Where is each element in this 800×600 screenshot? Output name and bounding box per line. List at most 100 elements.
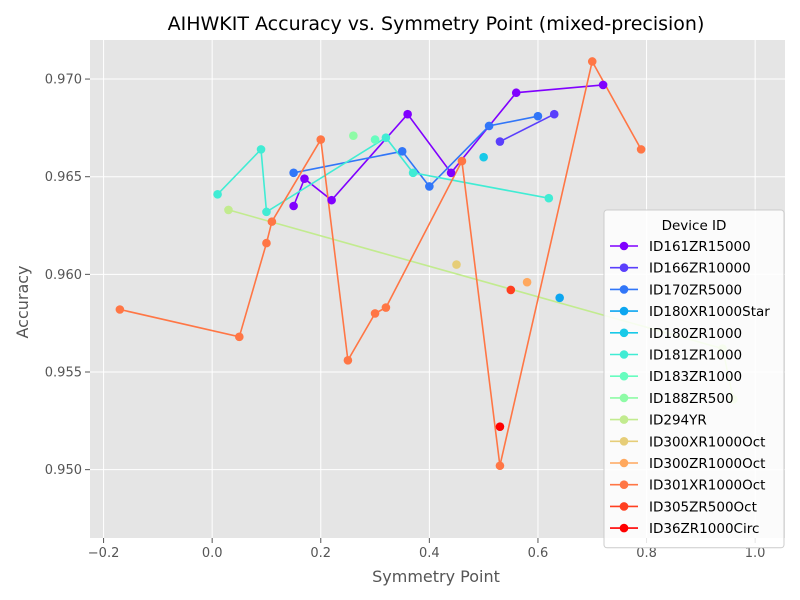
data-point [343, 355, 353, 365]
data-point [522, 277, 532, 287]
data-point [452, 260, 461, 269]
legend-marker [619, 328, 629, 338]
legend-item: ID301XR1000Oct [610, 478, 765, 494]
legend-label: ID183ZR1000 [649, 369, 742, 385]
data-point [267, 217, 277, 226]
x-tick-label: −0.2 [88, 546, 120, 561]
data-point [506, 285, 516, 295]
legend-item: ID180XR1000Star [610, 304, 770, 320]
data-point [115, 305, 125, 314]
legend-marker [619, 263, 629, 273]
data-point [549, 109, 559, 119]
series-points [115, 57, 738, 471]
data-point [262, 238, 271, 248]
series-line [119, 59, 642, 466]
data-point [403, 109, 412, 119]
data-point [408, 168, 418, 178]
y-tick-label: 0.950 [45, 463, 82, 478]
data-point [289, 168, 298, 178]
legend-label: ID161ZR15000 [649, 239, 751, 255]
data-point [457, 156, 467, 166]
data-point [370, 309, 380, 318]
x-tick-label: 0.0 [202, 546, 223, 561]
legend-marker [619, 502, 629, 511]
legend-label: ID170ZR5000 [649, 282, 742, 298]
data-point [544, 193, 554, 203]
legend-label: ID36ZR1000Circ [649, 521, 759, 537]
y-axis-label: Accuracy [13, 265, 32, 338]
data-point [484, 121, 494, 131]
y-axis-ticks: 0.950 0.955 0.960 0.965 0.970 [45, 73, 90, 478]
data-point [425, 182, 434, 191]
data-point [316, 135, 326, 144]
series-line [499, 113, 555, 143]
legend-label: ID300XR1000Oct [649, 434, 765, 450]
legend-marker [619, 350, 629, 359]
data-point [370, 135, 380, 144]
legend-marker [619, 306, 629, 316]
legend-item: ID180ZR1000 [610, 326, 742, 342]
legend-marker [619, 241, 629, 251]
data-point [479, 152, 488, 162]
legend-item: ID181ZR1000 [610, 348, 742, 364]
legend-label: ID300ZR1000Oct [649, 456, 765, 472]
data-point [349, 131, 358, 140]
legend-item: ID183ZR1000 [610, 369, 742, 385]
data-point [300, 174, 309, 183]
legend-marker [619, 480, 629, 490]
legend-label: ID181ZR1000 [649, 348, 742, 364]
legend-label: ID180XR1000Star [649, 304, 770, 320]
data-point [598, 80, 608, 90]
legend-item: ID166ZR10000 [610, 261, 751, 277]
x-tick-label: 0.8 [636, 546, 657, 561]
legend-item: ID188ZR500 [610, 391, 734, 407]
x-axis-label: Symmetry Point [372, 567, 500, 586]
legend-item: ID305ZR500Oct [610, 499, 757, 515]
data-point [381, 133, 391, 142]
legend-item: ID36ZR1000Circ [610, 521, 759, 537]
legend-marker [619, 371, 629, 381]
x-tick-label: 0.6 [528, 546, 549, 561]
data-point [446, 168, 456, 178]
data-point [511, 88, 521, 98]
legend-marker [619, 458, 629, 468]
data-point [327, 195, 336, 205]
legend-marker [619, 437, 629, 446]
legend-item: ID161ZR15000 [610, 239, 751, 255]
legend: Device ID ID161ZR15000 ID166ZR10000 ID170Z… [603, 209, 785, 549]
legend-marker [619, 285, 629, 294]
legend-items: ID161ZR15000 ID166ZR10000 ID170ZR5000 ID180… [610, 239, 770, 537]
legend-item: ID170ZR5000 [610, 282, 742, 298]
data-point [381, 303, 391, 312]
legend-marker [619, 415, 629, 424]
data-point [262, 207, 271, 217]
data-point [213, 189, 222, 199]
legend-label: ID305ZR500Oct [649, 499, 757, 515]
x-tick-label: 1.0 [745, 546, 766, 561]
x-axis-ticks: −0.2 0.0 0.2 0.4 0.6 0.8 1.0 [88, 538, 766, 561]
data-point [495, 422, 505, 431]
data-point [495, 461, 505, 471]
data-point [533, 111, 543, 121]
data-point [235, 332, 244, 342]
data-point [587, 57, 597, 66]
y-tick-label: 0.970 [45, 73, 82, 88]
data-point [555, 293, 564, 303]
x-tick-label: 0.2 [310, 546, 331, 561]
data-point [495, 137, 505, 146]
legend-box [603, 209, 785, 549]
chart-title: AIHWKIT Accuracy vs. Symmetry Point (mix… [168, 13, 705, 35]
y-tick-label: 0.955 [45, 366, 82, 381]
y-tick-label: 0.965 [45, 170, 82, 185]
legend-item: ID300XR1000Oct [610, 434, 765, 450]
legend-item: ID294YR [610, 413, 707, 429]
x-tick-label: 0.4 [419, 546, 440, 561]
data-point [636, 145, 646, 154]
data-point [397, 147, 407, 156]
series-line [217, 136, 549, 214]
legend-label: ID188ZR500 [649, 391, 734, 407]
data-point [289, 201, 298, 211]
legend-label: ID294YR [649, 413, 707, 429]
legend-item: ID300ZR1000Oct [610, 456, 765, 472]
